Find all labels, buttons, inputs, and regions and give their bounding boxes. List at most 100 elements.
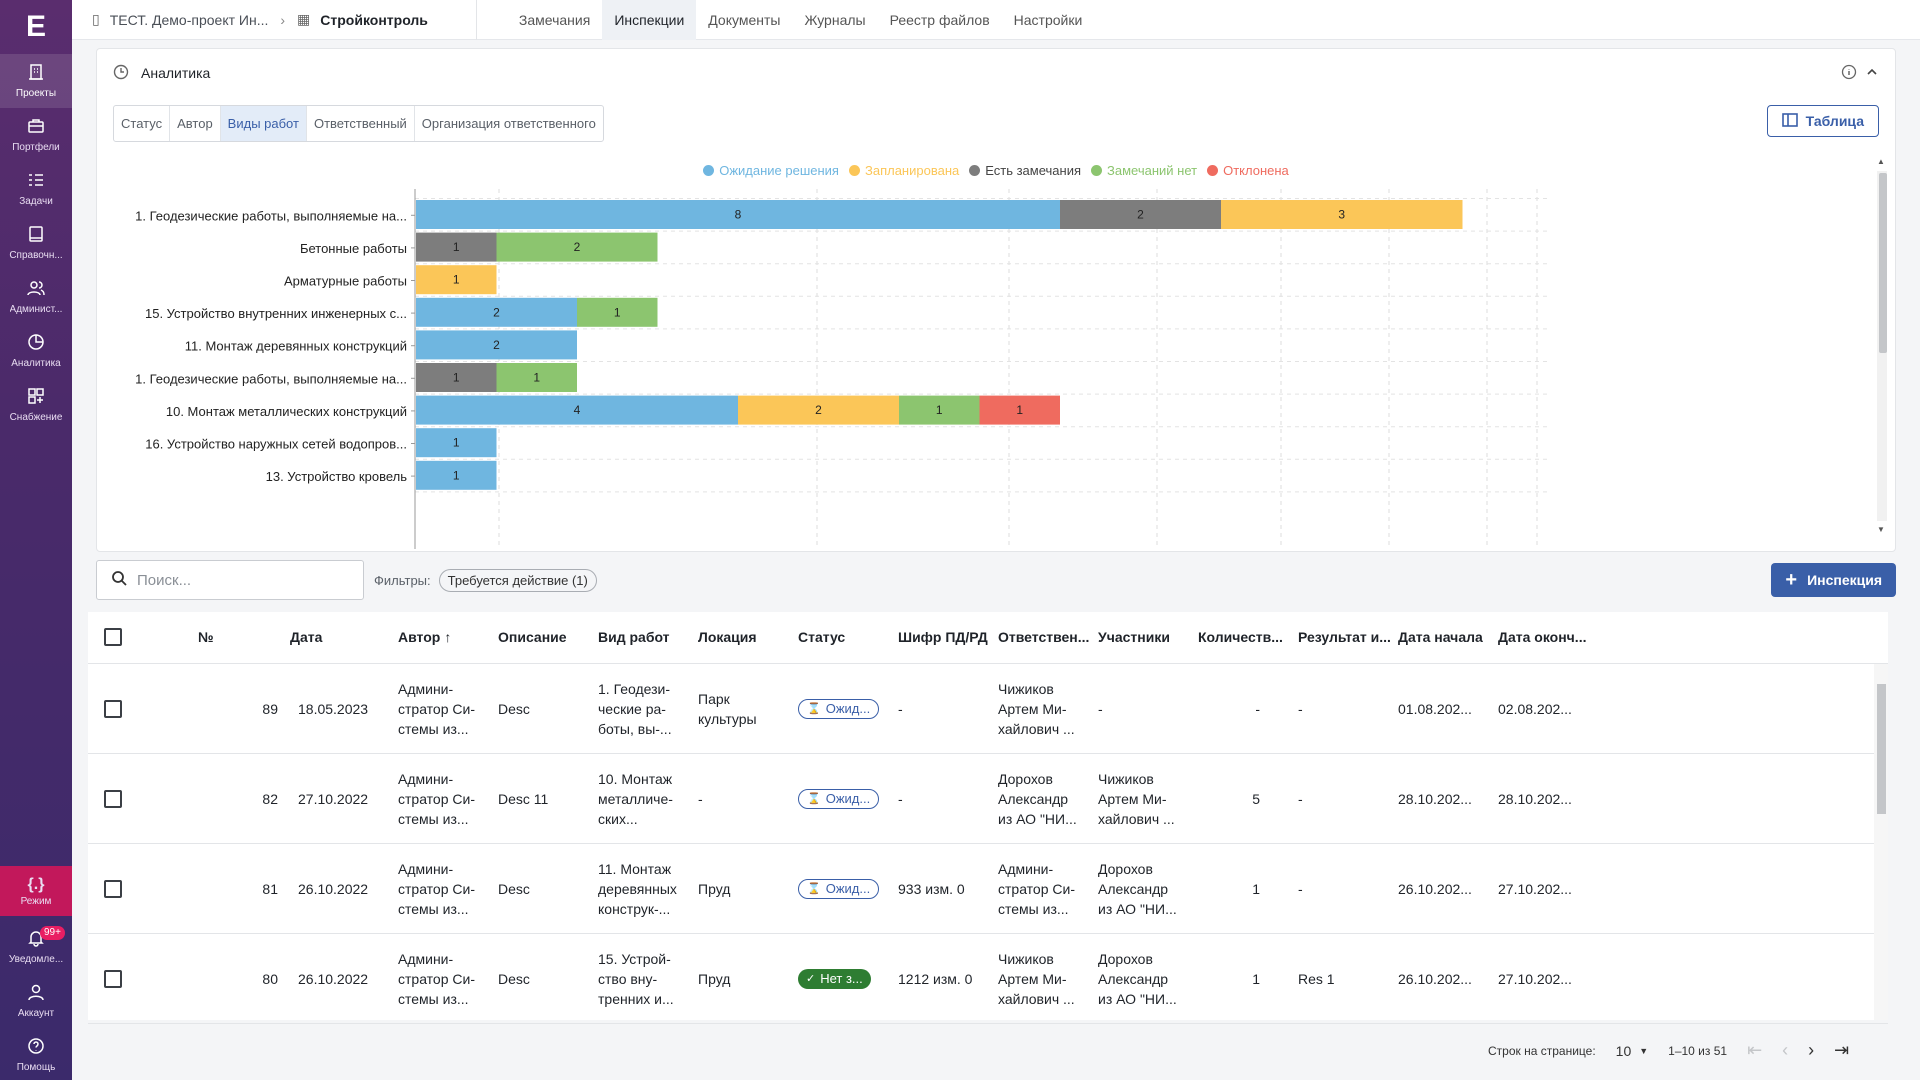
sidebar-item-bottom-0[interactable]: Уведомле... 99+ <box>0 920 72 974</box>
legend-item[interactable]: Отклонена <box>1207 163 1289 178</box>
sidebar-item-3[interactable]: Справочн... <box>0 216 72 270</box>
bar-segment[interactable] <box>416 428 497 458</box>
filter-chip-action-required[interactable]: Требуется действие (1) <box>438 569 597 592</box>
mode-label: Режим <box>20 895 52 907</box>
column-header-0[interactable]: № <box>198 612 214 662</box>
text-line: стратор Си- <box>398 971 475 987</box>
chart-scroll-thumb[interactable] <box>1879 173 1887 353</box>
table-row[interactable]: 80 26.10.2022 Админи-стратор Си-стемы из..… <box>88 934 1888 1024</box>
segment-0[interactable]: Статус <box>114 106 171 141</box>
table-row[interactable]: 81 26.10.2022 Админи-стратор Си-стемы из..… <box>88 844 1888 934</box>
legend-item[interactable]: Есть замечания <box>969 163 1081 178</box>
column-header-12[interactable]: Дата начала <box>1398 612 1483 662</box>
cell-end-date-text: 28.10.202... <box>1498 789 1572 809</box>
segment-4[interactable]: Организация ответственного <box>421 116 596 131</box>
bar-segment[interactable] <box>416 232 497 262</box>
chart-scrollbar[interactable]: ▲ ▼ <box>1877 157 1887 537</box>
bar-segment[interactable] <box>496 363 578 392</box>
sort-ascending-icon[interactable]: ↑ <box>444 629 452 645</box>
briefcase-icon <box>27 117 45 142</box>
text-line: 1 <box>1252 881 1260 897</box>
scroll-up-icon[interactable]: ▲ <box>1877 157 1885 166</box>
app-logo[interactable]: E <box>25 10 46 43</box>
prev-page-icon[interactable]: ‹ <box>1782 1040 1789 1060</box>
breadcrumb-project[interactable]: ТЕСТ. Демо-проект Ин... <box>109 11 269 28</box>
sidebar-item-bottom-2[interactable]: Помощь <box>0 1028 72 1080</box>
bar-segment[interactable] <box>899 395 980 425</box>
tab-1[interactable]: Инспекции <box>602 0 697 40</box>
text-line: Дорохов <box>1098 951 1153 967</box>
bar-segment[interactable] <box>416 200 1060 229</box>
last-page-icon[interactable]: ⇥ <box>1834 1040 1850 1060</box>
row-checkbox[interactable] <box>104 664 122 754</box>
segment-3[interactable]: Ответственный <box>307 106 415 141</box>
column-header-7[interactable]: Шифр ПД/РД <box>898 612 988 662</box>
sidebar-item-6[interactable]: Снабжение <box>0 378 72 432</box>
bar-segment[interactable] <box>416 330 577 360</box>
sidebar-item-5[interactable]: Аналитика <box>0 324 72 378</box>
segment-1[interactable]: Автор <box>170 106 221 141</box>
add-inspection-button[interactable]: + Инспекция <box>1771 563 1896 597</box>
column-header-10[interactable]: Количеств... <box>1198 612 1283 662</box>
bar-segment[interactable] <box>1221 200 1463 229</box>
scroll-down-icon[interactable]: ▼ <box>1877 525 1885 534</box>
column-header-1[interactable]: Дата <box>290 612 322 662</box>
mode-button[interactable]: {.} Режим <box>0 866 72 916</box>
column-header-label: Описание <box>498 629 567 645</box>
sidebar-item-bottom-1[interactable]: Аккаунт <box>0 974 72 1028</box>
bar-segment[interactable] <box>416 265 497 295</box>
tab-3[interactable]: Журналы <box>804 11 866 28</box>
bar-segment[interactable] <box>738 395 899 425</box>
bar-segment[interactable] <box>577 297 658 327</box>
row-checkbox[interactable] <box>104 844 122 934</box>
segment-2[interactable]: Виды работ <box>220 106 307 141</box>
column-header-label: Результат и... <box>1298 629 1391 645</box>
table-row[interactable]: 82 27.10.2022 Админи-стратор Си-стемы из..… <box>88 754 1888 844</box>
row-checkbox[interactable] <box>104 934 122 1024</box>
bar-segment[interactable] <box>496 232 658 262</box>
legend-item[interactable]: Запланирована <box>848 163 959 178</box>
legend-item[interactable]: Замечаний нет <box>1091 163 1197 178</box>
column-header-3[interactable]: Описание <box>498 612 567 662</box>
column-header-6[interactable]: Статус <box>798 612 845 662</box>
column-header-11[interactable]: Результат и... <box>1298 612 1391 662</box>
sidebar-item-4[interactable]: Админист... <box>0 270 72 324</box>
search-input[interactable]: Поиск... <box>96 560 364 600</box>
breadcrumb-module[interactable]: Стройконтроль <box>320 11 428 28</box>
status-text: Ожид... <box>825 791 871 806</box>
table-row[interactable]: 89 18.05.2023 Админи-стратор Си-стемы из..… <box>88 664 1888 754</box>
bar-segment[interactable] <box>416 395 738 425</box>
tab-5[interactable]: Настройки <box>1013 11 1083 28</box>
legend-item[interactable]: Ожидание решения <box>703 163 839 178</box>
collapse-icon[interactable] <box>1865 65 1879 82</box>
select-all-checkbox[interactable] <box>104 612 122 662</box>
info-icon[interactable] <box>1841 64 1857 83</box>
tab-0[interactable]: Замечания <box>518 11 591 28</box>
column-header-9[interactable]: Участники <box>1098 612 1170 662</box>
column-header-2[interactable]: Автор ↑ <box>398 612 451 662</box>
bar-segment[interactable] <box>416 460 497 490</box>
text-line: конструк-... <box>598 901 671 917</box>
tab-4[interactable]: Реестр файлов <box>889 11 990 28</box>
row-checkbox[interactable] <box>104 754 122 844</box>
sidebar-item-1[interactable]: Портфели <box>0 108 72 162</box>
column-header-13[interactable]: Дата оконч... <box>1498 612 1586 662</box>
sidebar-item-0[interactable]: Проекты <box>0 54 72 108</box>
bar-segment[interactable] <box>1060 200 1221 229</box>
column-header-5[interactable]: Локация <box>698 612 757 662</box>
text-line: Админи- <box>398 951 454 967</box>
column-header-8[interactable]: Ответствен... <box>998 612 1089 662</box>
rows-per-page-select[interactable]: 10 ▼ <box>1616 1043 1649 1059</box>
next-page-icon[interactable]: › <box>1808 1040 1815 1060</box>
bar-segment[interactable] <box>416 363 497 392</box>
table-scroll-thumb[interactable] <box>1877 684 1886 814</box>
first-page-icon[interactable]: ⇤ <box>1747 1040 1763 1060</box>
sidebar-item-2[interactable]: Задачи <box>0 162 72 216</box>
table-scrollbar[interactable] <box>1874 664 1888 1020</box>
tab-2[interactable]: Документы <box>708 11 781 28</box>
bar-segment[interactable] <box>979 395 1061 425</box>
table-view-button[interactable]: Таблица <box>1766 105 1879 137</box>
column-header-4[interactable]: Вид работ <box>598 612 670 662</box>
bar-segment[interactable] <box>416 297 577 327</box>
checkbox-box <box>104 790 122 808</box>
